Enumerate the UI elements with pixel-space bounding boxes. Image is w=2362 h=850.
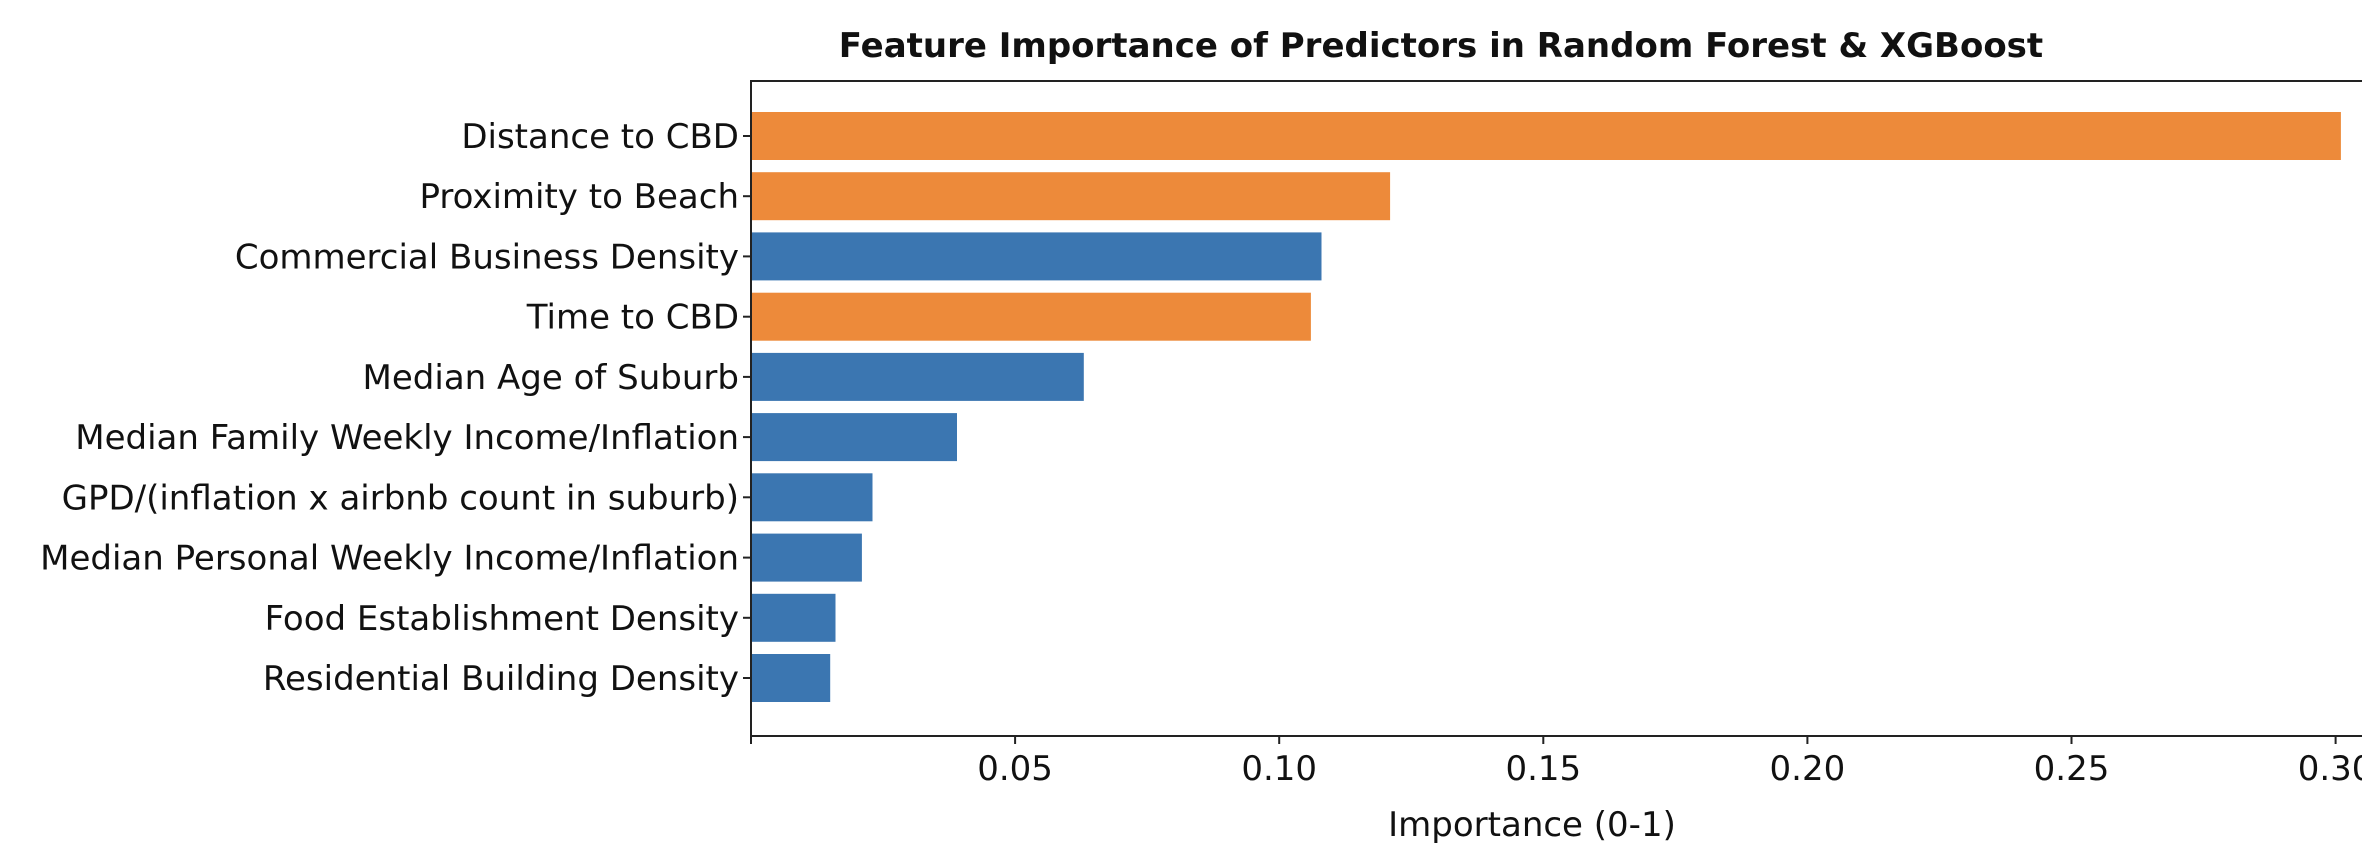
- bar-time-to-cbd: [751, 292, 1311, 341]
- bar-proximity-to-beach: [751, 172, 1391, 221]
- category-label: Proximity to Beach: [419, 177, 739, 217]
- category-labels-group: Distance to CBD Proximity to Beach Commerc…: [40, 117, 751, 699]
- category-label: Median Personal Weekly Income/Inflation: [40, 539, 739, 579]
- category-label: GPD/(inflation x airbnb count in suburb): [62, 478, 739, 518]
- bar-commercial-business-density: [751, 232, 1322, 281]
- bar-food-establishment-density: [751, 593, 836, 642]
- bar-median-family-weekly-income-inflation: [751, 413, 957, 462]
- x-tick-label: 0.25: [2034, 749, 2110, 789]
- x-tick-label: 0.10: [1241, 749, 1317, 789]
- category-label: Time to CBD: [526, 298, 739, 338]
- category-label: Residential Building Density: [263, 659, 739, 699]
- x-tick-label: 0.05: [977, 749, 1053, 789]
- category-label: Food Establishment Density: [265, 599, 739, 639]
- bar-residential-building-density: [751, 654, 831, 702]
- x-axis-label: Importance (0-1): [1388, 805, 1676, 845]
- bar-median-personal-weekly-income-inflation: [751, 533, 862, 582]
- category-label: Commercial Business Density: [235, 237, 739, 277]
- x-tick-label: 0.20: [1770, 749, 1846, 789]
- x-tick-label: 0.15: [1505, 749, 1581, 789]
- x-ticks-group: 0.05 0.10 0.15 0.20 0.25 0.30: [750, 736, 2362, 789]
- bars-group: [751, 112, 2341, 702]
- x-tick-label: 0.30: [2298, 749, 2362, 789]
- chart-title: Feature Importance of Predictors in Rand…: [839, 26, 2043, 66]
- bar-distance-to-cbd: [751, 112, 2341, 160]
- bar-median-age-of-suburb: [751, 352, 1084, 401]
- category-label: Median Age of Suburb: [363, 358, 739, 398]
- category-label: Median Family Weekly Income/Inflation: [75, 418, 739, 458]
- category-label: Distance to CBD: [461, 117, 739, 157]
- bar-gpd-inflation-x-airbnb-count-in-suburb: [751, 473, 873, 522]
